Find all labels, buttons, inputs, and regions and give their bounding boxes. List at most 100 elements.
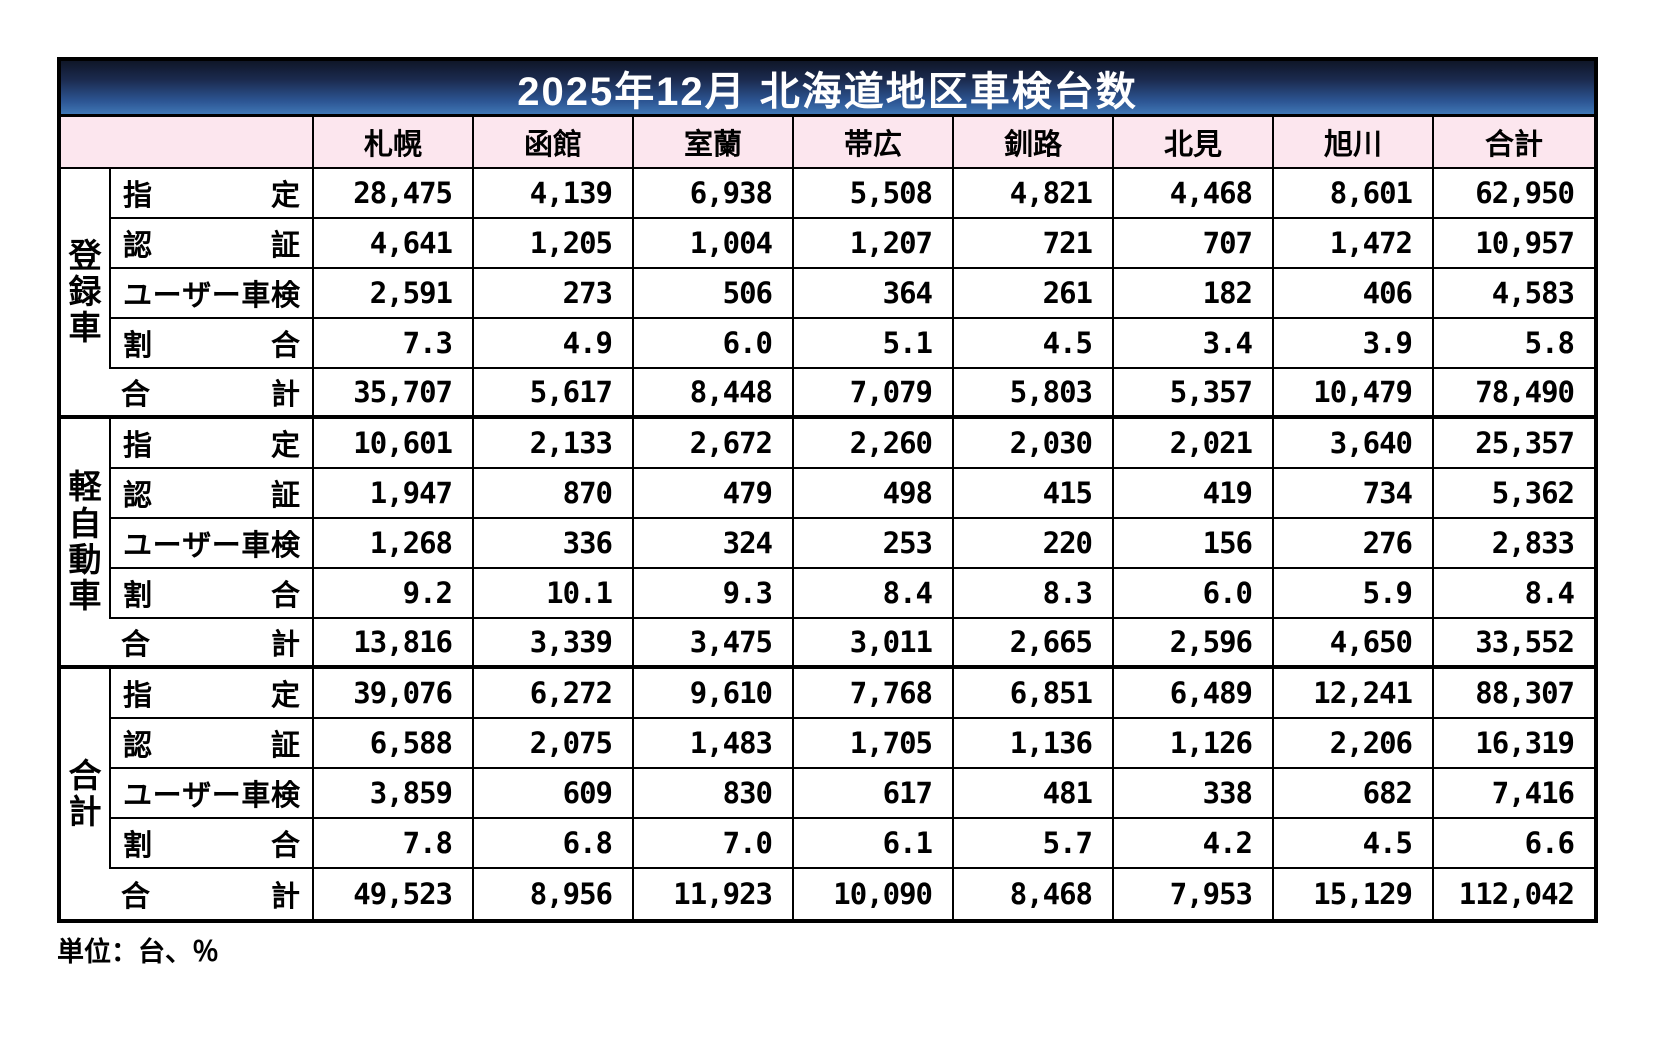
value-cell: 1,136 xyxy=(954,719,1114,769)
value-cell: 4.5 xyxy=(1274,819,1434,869)
value-cell: 419 xyxy=(1114,469,1274,519)
value-cell: 734 xyxy=(1274,469,1434,519)
value-cell: 3,475 xyxy=(634,619,794,669)
value-cell: 6,588 xyxy=(314,719,474,769)
group-total-row-label: 合計 xyxy=(109,869,314,919)
value-cell: 6,938 xyxy=(634,169,794,219)
value-cell: 6.0 xyxy=(1114,569,1274,619)
value-cell: 39,076 xyxy=(314,669,474,719)
value-cell: 156 xyxy=(1114,519,1274,569)
row-label: 認証 xyxy=(109,719,314,769)
value-cell: 2,591 xyxy=(314,269,474,319)
value-cell: 7,079 xyxy=(794,369,954,419)
value-cell: 28,475 xyxy=(314,169,474,219)
value-cell: 7,768 xyxy=(794,669,954,719)
value-cell: 49,523 xyxy=(314,869,474,919)
value-cell: 9,610 xyxy=(634,669,794,719)
group-label: 合計 xyxy=(61,669,109,919)
value-cell: 6,272 xyxy=(474,669,634,719)
value-cell: 10,957 xyxy=(1434,219,1594,269)
value-cell: 479 xyxy=(634,469,794,519)
value-cell: 4,650 xyxy=(1274,619,1434,669)
value-cell: 4.2 xyxy=(1114,819,1274,869)
value-cell: 273 xyxy=(474,269,634,319)
value-cell: 3,859 xyxy=(314,769,474,819)
value-cell: 721 xyxy=(954,219,1114,269)
row-label: 認証 xyxy=(109,219,314,269)
value-cell: 4,468 xyxy=(1114,169,1274,219)
value-cell: 261 xyxy=(954,269,1114,319)
value-cell: 10.1 xyxy=(474,569,634,619)
value-cell: 1,205 xyxy=(474,219,634,269)
value-cell: 5.1 xyxy=(794,319,954,369)
table-title-bar: 2025年12月 北海道地区車検台数 xyxy=(61,61,1594,117)
value-cell: 2,665 xyxy=(954,619,1114,669)
value-cell: 3.4 xyxy=(1114,319,1274,369)
group-label: 軽自動車 xyxy=(61,419,109,669)
value-cell: 8,448 xyxy=(634,369,794,419)
value-cell: 5,803 xyxy=(954,369,1114,419)
value-cell: 5,357 xyxy=(1114,369,1274,419)
table-title: 2025年12月 北海道地区車検台数 xyxy=(517,69,1138,114)
value-cell: 1,126 xyxy=(1114,719,1274,769)
value-cell: 2,075 xyxy=(474,719,634,769)
value-cell: 6.0 xyxy=(634,319,794,369)
value-cell: 253 xyxy=(794,519,954,569)
value-cell: 6.1 xyxy=(794,819,954,869)
row-label: 割合 xyxy=(109,569,314,619)
group-total-row-label: 合計 xyxy=(109,369,314,419)
value-cell: 2,206 xyxy=(1274,719,1434,769)
value-cell: 1,947 xyxy=(314,469,474,519)
value-cell: 182 xyxy=(1114,269,1274,319)
value-cell: 8,468 xyxy=(954,869,1114,919)
value-cell: 13,816 xyxy=(314,619,474,669)
row-label: ユーザー車検 xyxy=(109,519,314,569)
value-cell: 4.9 xyxy=(474,319,634,369)
value-cell: 7.0 xyxy=(634,819,794,869)
inspection-data-grid: 札幌 函館 室蘭 帯広 釧路 北見 旭川 合計登録車指定 28,475 4,139 6,938 5,5… xyxy=(61,117,1594,919)
value-cell: 8.4 xyxy=(1434,569,1594,619)
value-cell: 16,319 xyxy=(1434,719,1594,769)
value-cell: 2,596 xyxy=(1114,619,1274,669)
value-cell: 406 xyxy=(1274,269,1434,319)
value-cell: 35,707 xyxy=(314,369,474,419)
value-cell: 12,241 xyxy=(1274,669,1434,719)
value-cell: 4.5 xyxy=(954,319,1114,369)
value-cell: 25,357 xyxy=(1434,419,1594,469)
column-header: 室蘭 xyxy=(634,117,794,169)
row-label: 指定 xyxy=(109,419,314,469)
value-cell: 1,483 xyxy=(634,719,794,769)
value-cell: 617 xyxy=(794,769,954,819)
value-cell: 7.3 xyxy=(314,319,474,369)
column-header: 北見 xyxy=(1114,117,1274,169)
value-cell: 10,479 xyxy=(1274,369,1434,419)
value-cell: 62,950 xyxy=(1434,169,1594,219)
value-cell: 7.8 xyxy=(314,819,474,869)
value-cell: 6,489 xyxy=(1114,669,1274,719)
value-cell: 2,672 xyxy=(634,419,794,469)
value-cell: 1,472 xyxy=(1274,219,1434,269)
value-cell: 5.7 xyxy=(954,819,1114,869)
row-label: 指定 xyxy=(109,169,314,219)
value-cell: 364 xyxy=(794,269,954,319)
value-cell: 2,030 xyxy=(954,419,1114,469)
column-header: 帯広 xyxy=(794,117,954,169)
column-header: 合計 xyxy=(1434,117,1594,169)
value-cell: 830 xyxy=(634,769,794,819)
group-label-text: 合計 xyxy=(68,756,102,830)
value-cell: 1,268 xyxy=(314,519,474,569)
value-cell: 10,090 xyxy=(794,869,954,919)
column-header: 釧路 xyxy=(954,117,1114,169)
value-cell: 5.8 xyxy=(1434,319,1594,369)
value-cell: 1,207 xyxy=(794,219,954,269)
value-cell: 11,923 xyxy=(634,869,794,919)
value-cell: 506 xyxy=(634,269,794,319)
value-cell: 4,641 xyxy=(314,219,474,269)
value-cell: 5,617 xyxy=(474,369,634,419)
value-cell: 276 xyxy=(1274,519,1434,569)
row-label: 指定 xyxy=(109,669,314,719)
value-cell: 682 xyxy=(1274,769,1434,819)
value-cell: 6.8 xyxy=(474,819,634,869)
unit-note: 単位：台、％ xyxy=(57,937,219,967)
value-cell: 5.9 xyxy=(1274,569,1434,619)
